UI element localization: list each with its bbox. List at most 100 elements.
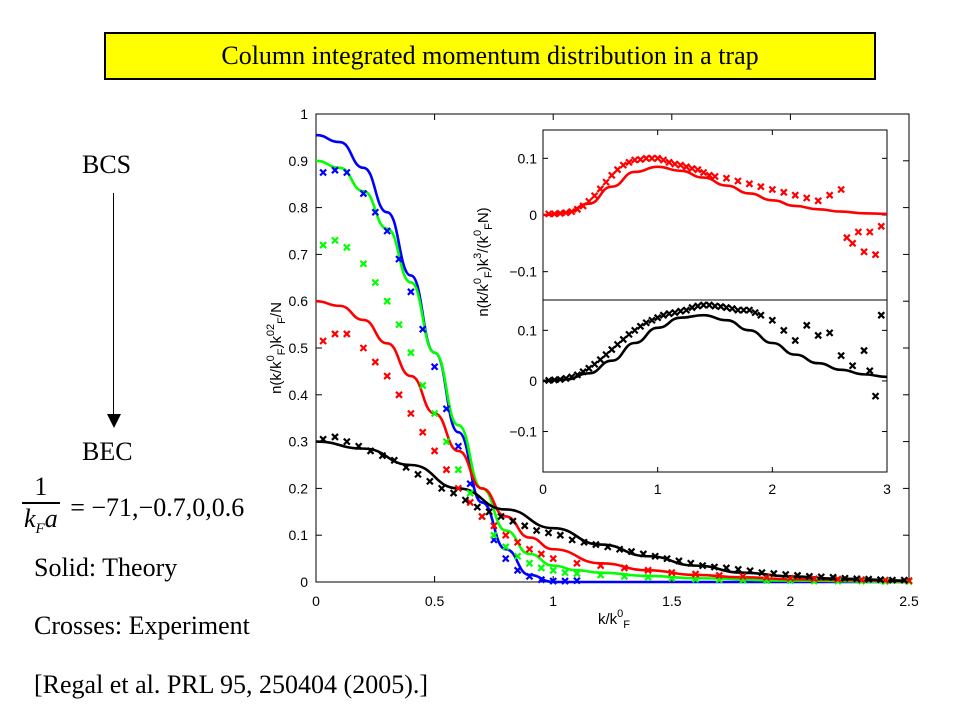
main-black-data-point (319, 435, 327, 444)
inset-upper-red-data-point (596, 185, 605, 193)
main-blue-data-point (430, 362, 439, 371)
main-red-data-point (644, 566, 652, 575)
bec-label: BEC (82, 437, 133, 466)
main-black-data-point (698, 561, 707, 570)
main-red-data-point (620, 564, 629, 572)
main-black-data-point (354, 442, 363, 451)
main-black-data-point (710, 563, 719, 571)
inset-lower-black-data-point (877, 311, 886, 319)
inset-lower-black-data-point (550, 376, 559, 384)
main-green-theory-line (315, 159, 910, 584)
main-green-data-point (537, 564, 546, 572)
main-blue-data-point (501, 554, 510, 563)
main-red-data-point (395, 391, 403, 399)
main-black-data-point (639, 550, 648, 558)
chart-title: Column integrated momentum distribution … (221, 41, 759, 70)
main-x-tick-label: 2.5 (899, 593, 919, 609)
main-black-theory-line (315, 440, 910, 582)
main-red-data-point (513, 538, 522, 546)
legend-crosses: Crosses: Experiment (34, 611, 250, 640)
inset-lower-black-data-point (699, 301, 708, 309)
inset-lower-black-data-point (688, 303, 696, 312)
inset-upper-red-data-point (768, 185, 777, 194)
inset-upper-red-data-point (688, 164, 696, 173)
main-black-data-point (876, 575, 885, 584)
main-green-data-point (786, 576, 795, 585)
inset-lower-black-data-point (728, 304, 736, 313)
main-green-data-point (371, 278, 380, 287)
inset-upper-red-data-point (734, 177, 742, 185)
main-black-data-point (888, 576, 897, 584)
equation-values: = −71,−0.7,0,0.6 (70, 493, 245, 523)
main-blue-data-point (466, 479, 474, 488)
inset-lower-black-data-point (722, 303, 731, 312)
main-red-data-point (466, 498, 474, 507)
main-x-tick-label: 2 (787, 593, 795, 609)
bcs-to-bec-arrow-shaft (113, 193, 114, 418)
main-green-data-point (319, 241, 327, 249)
main-blue-data-point (331, 166, 339, 174)
inset-lower-black-theory-line (542, 313, 888, 383)
legend-solid: Solid: Theory (34, 553, 178, 582)
main-green-data-point (383, 297, 391, 305)
inset-upper-y-tick-label: −0.1 (509, 264, 537, 280)
inset-lower-black-data-point (556, 375, 564, 384)
main-red-data-point (442, 465, 451, 474)
inset-lower-black-data-point (751, 308, 759, 317)
main-black-data-point (544, 529, 553, 537)
inset-lower-black-data-point (562, 374, 570, 383)
main-y-tick-label: 0 (300, 574, 308, 590)
inset-upper-red-data-point (550, 210, 559, 218)
main-red-data-point (478, 512, 486, 521)
inset-upper-red-data-point (602, 178, 610, 186)
main-green-data-point (549, 566, 557, 575)
main-black-data-point (805, 572, 814, 581)
inset-lower-black-data-point (596, 355, 605, 364)
main-y-tick-label: 0.2 (289, 480, 309, 496)
main-blue-data-point (319, 168, 327, 177)
main-red-data-point (371, 358, 380, 366)
main-y-tick-label: 0.8 (289, 200, 309, 216)
main-y-tick-label: 0.5 (289, 340, 309, 356)
inset-lower-black-data-point (544, 376, 553, 385)
inset-upper-red-data-point (556, 209, 564, 218)
inset-lower-black-data-point (791, 336, 800, 345)
inset-plot-frame (542, 129, 888, 473)
inset-upper-red-data-point (780, 188, 788, 197)
main-black-data-point (473, 503, 482, 511)
main-black-data-point (343, 437, 351, 446)
inset-upper-red-data-point (642, 154, 650, 163)
inset-lower-black-data-point (573, 371, 582, 379)
main-black-data-point (580, 538, 588, 546)
main-red-data-point (359, 344, 368, 352)
inset-lower-black-data-point (619, 335, 628, 344)
inset-lower-black-data-point (653, 313, 662, 322)
main-black-data-point (520, 522, 529, 530)
main-green-data-point (644, 573, 652, 582)
main-blue-data-point (525, 572, 534, 581)
main-black-data-point (402, 463, 410, 472)
main-black-data-point (331, 433, 339, 441)
inset-upper-red-data-point (699, 168, 708, 177)
inset-upper-red-data-point (544, 210, 553, 218)
inset-lower-black-data-point (613, 340, 622, 349)
main-black-data-point (426, 477, 434, 486)
main-black-data-point (817, 573, 826, 581)
inset-lower-black-data-point (665, 309, 673, 318)
inset-lower-black-data-point (860, 346, 868, 355)
main-blue-data-point (573, 576, 581, 585)
inset-lower-black-data-point (682, 306, 691, 314)
equation-k: k (24, 504, 36, 533)
main-black-data-point (592, 540, 600, 549)
inset-lower-black-data-point (848, 361, 857, 370)
main-red-data-point (501, 531, 510, 539)
main-y-tick-label: 1 (300, 106, 308, 122)
main-blue-data-point (537, 575, 546, 584)
main-green-data-point (561, 568, 569, 577)
main-y-tick-label: 0.6 (289, 293, 309, 309)
main-blue-data-point (442, 405, 451, 413)
inset-x-tick-label: 1 (654, 481, 662, 497)
main-black-data-point (864, 575, 873, 583)
main-red-theory-line (315, 299, 910, 583)
inset-upper-red-data-point (848, 239, 857, 248)
